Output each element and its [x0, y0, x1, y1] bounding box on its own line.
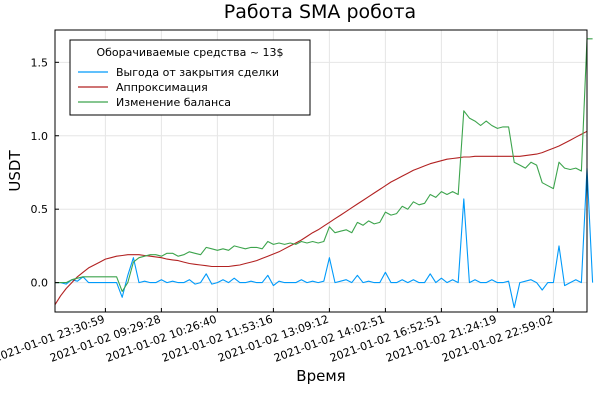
legend-label: Аппроксимация: [116, 81, 208, 94]
y-axis-title: USDT: [6, 150, 24, 192]
series-line-3: [55, 38, 593, 292]
plot-frame: [54, 29, 588, 313]
legend: Оборачиваемые средства ~ 13$ Выгода от з…: [69, 39, 311, 116]
series-line-1: [55, 167, 594, 309]
legend-label: Изменение баланса: [116, 96, 231, 109]
legend-label: Выгода от закрытия сделки: [116, 66, 279, 79]
y-tick-label: 1.5: [31, 56, 49, 69]
x-axis-title: Время: [296, 367, 345, 385]
legend-box: [69, 39, 311, 116]
legend-title: Оборачиваемые средства ~ 13$: [96, 46, 283, 59]
y-tick-label: 0.5: [31, 203, 49, 216]
legend-entries: Выгода от закрытия сделки Аппроксимация Из…: [78, 66, 279, 109]
y-tick-label: 1.0: [31, 130, 49, 143]
chart-title: Работа SMA робота: [224, 1, 416, 23]
series-layer: [54, 38, 594, 309]
series-line-2: [54, 130, 588, 305]
y-axis: 0.0 0.5 1.0 1.5: [31, 56, 59, 290]
y-tick-label: 0.0: [31, 277, 49, 290]
